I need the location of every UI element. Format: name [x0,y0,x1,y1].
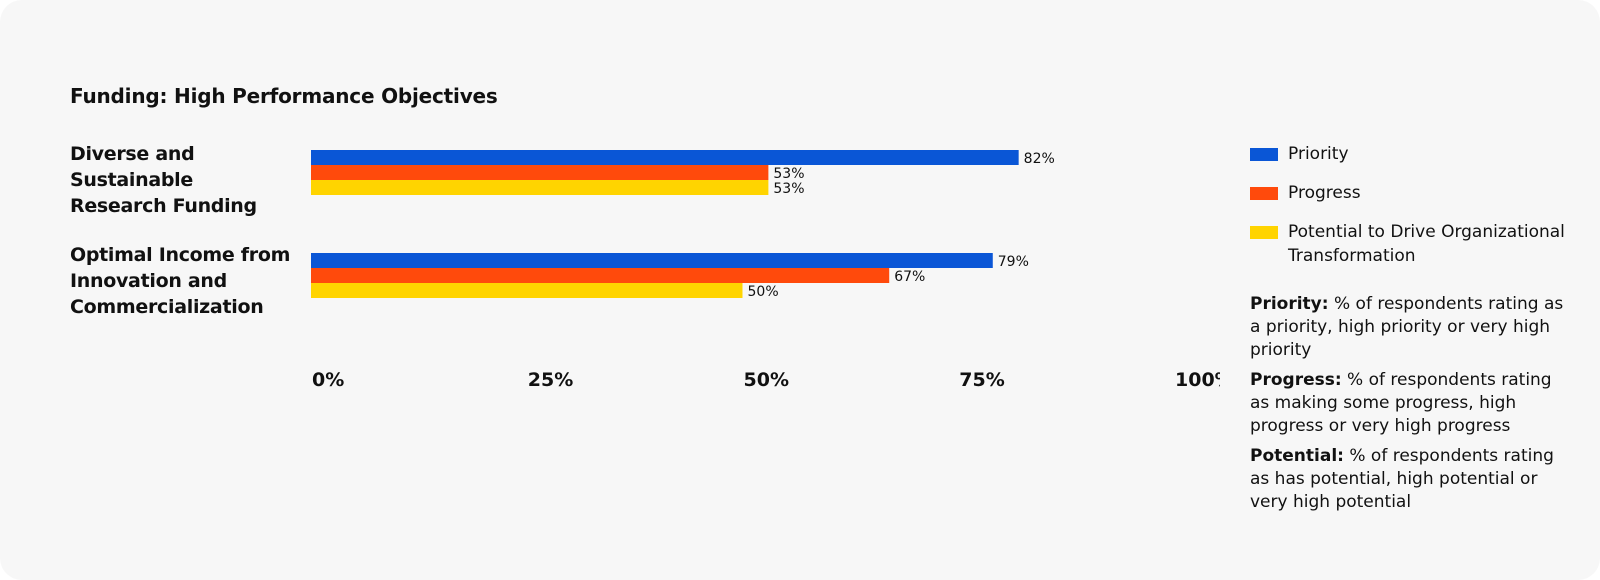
data-label: 53% [773,166,804,182]
legend-swatch-priority [1250,148,1278,161]
category-label-line: Optimal Income from [70,244,291,266]
data-label: 67% [894,269,925,285]
definition-text: % of respondents rating as a priority, h… [1250,294,1564,360]
legend-swatch-potential [1250,226,1278,239]
definition-potential: Potential: % of respondents rating as ha… [1250,445,1570,514]
chart-title: Funding: High Performance Objectives [70,84,498,108]
category-label-line: Innovation and [70,270,227,292]
bar-priority-2 [311,253,993,268]
category-label-research-funding: Diverse and Sustainable Research Funding [70,141,300,219]
legend-item-priority: Priority [1250,142,1580,166]
data-label: 82% [1024,151,1055,167]
bar-progress-2 [311,268,890,283]
category-label-line: Sustainable [70,169,193,191]
bar-potential-1 [311,180,769,195]
definition-term: Potential: [1250,446,1344,466]
definition-text: % of respondents rating as has potential… [1250,446,1554,512]
category-label-line: Research Funding [70,195,257,217]
definition-term: Priority: [1250,294,1329,314]
bar-chart: 82% 53%53% 79% 67% 50% 0% 25% 50% 75% 100% [311,150,1220,391]
bar-potential-2 [311,283,743,298]
x-tick-label: 100% [1175,369,1220,391]
bar-progress-1 [311,165,769,180]
data-label: 53% [773,181,804,197]
data-label: 79% [998,254,1029,270]
legend-label: Progress [1288,183,1361,203]
x-tick-label: 25% [528,369,573,391]
legend-swatch-progress [1250,187,1278,200]
definition-priority: Priority: % of respondents rating as a p… [1250,293,1570,362]
legend-label: Priority [1288,144,1349,164]
x-tick-label: 75% [959,369,1004,391]
x-tick-label: 50% [744,369,789,391]
definition-text: % of respondents rating as making some p… [1250,370,1552,436]
x-tick-label: 0% [312,369,344,391]
bar-priority-1 [311,150,1019,165]
category-label-innovation-income: Optimal Income from Innovation and Comme… [70,242,300,320]
definition-term: Progress: [1250,370,1342,390]
data-label: 50% [748,284,779,300]
legend: Priority Progress Potential to Drive Org… [1250,142,1580,283]
legend-label: Potential to Drive Organizational Transf… [1288,222,1565,266]
legend-item-potential: Potential to Drive Organizational Transf… [1250,220,1580,268]
category-label-line: Diverse and [70,143,195,165]
legend-item-progress: Progress [1250,181,1580,205]
category-label-line: Commercialization [70,296,264,318]
definition-progress: Progress: % of respondents rating as mak… [1250,369,1570,438]
definitions: Priority: % of respondents rating as a p… [1250,293,1570,521]
